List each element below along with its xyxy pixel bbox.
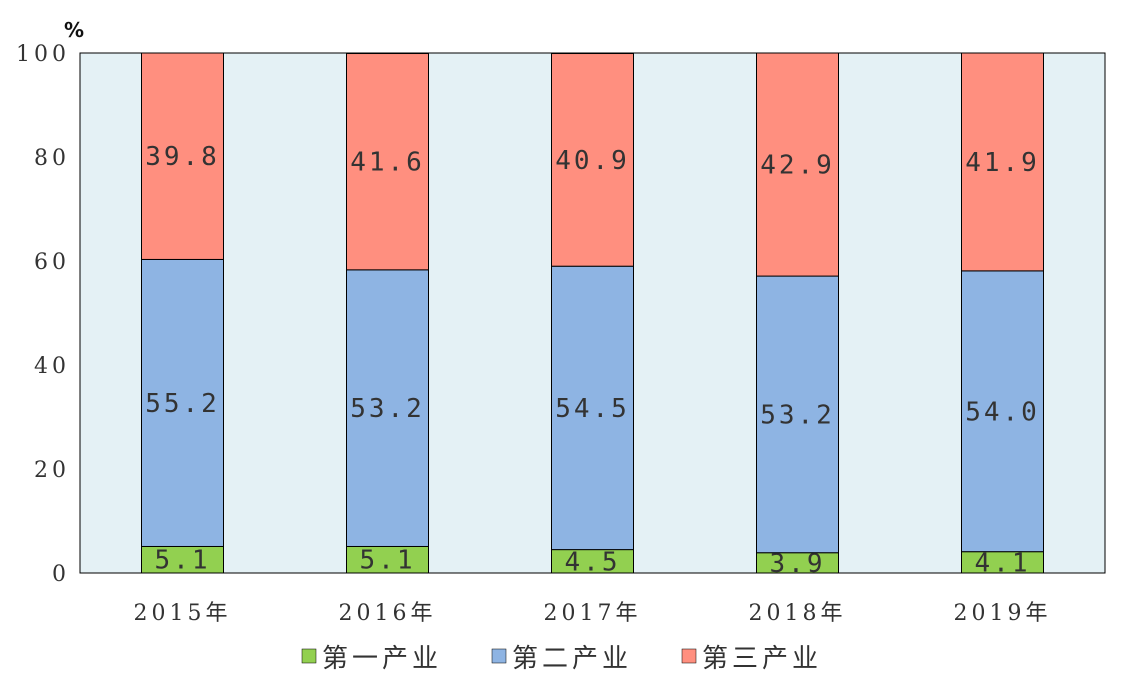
legend-label: 第三产业 — [702, 644, 822, 674]
bar-segment-tertiary — [346, 53, 429, 271]
bar-segment-tertiary — [756, 52, 839, 277]
data-label: 3.9 — [770, 549, 826, 579]
bar-segment-secondary — [346, 269, 429, 547]
bar-segment-tertiary — [551, 53, 634, 267]
x-tick-label: 2019年 — [954, 601, 1052, 626]
data-label: 54.0 — [965, 397, 1040, 427]
data-label: 5.1 — [360, 546, 416, 576]
y-tick-label: 40 — [34, 354, 70, 379]
data-label: 40.9 — [555, 146, 630, 176]
data-label: 54.5 — [555, 394, 630, 424]
x-tick-label: 2018年 — [749, 601, 847, 626]
data-label: 41.9 — [965, 148, 1040, 178]
legend-label: 第一产业 — [322, 644, 442, 674]
data-label: 55.2 — [145, 389, 220, 419]
x-tick-label: 2017年 — [544, 601, 642, 626]
x-tick-label: 2016年 — [339, 601, 437, 626]
bars: 5.1 55.2 39.8 5.1 53.2 41.6 4.5 54.5 40.9 3.9 53.2… — [141, 52, 1044, 579]
data-label: 39.8 — [145, 142, 220, 172]
data-label: 4.5 — [565, 547, 621, 577]
y-tick-label: 20 — [34, 458, 70, 483]
data-label: 41.6 — [350, 148, 425, 178]
legend-swatch — [681, 648, 697, 664]
unit-label: % — [64, 18, 84, 42]
y-tick-label: 60 — [34, 250, 70, 275]
x-tick-label: 2015年 — [134, 601, 232, 626]
data-label: 42.9 — [760, 151, 835, 181]
legend-label: 第二产业 — [512, 644, 632, 674]
y-tick-label: 0 — [52, 562, 70, 587]
data-label: 4.1 — [975, 548, 1031, 578]
bar-segment-secondary — [961, 270, 1044, 553]
bar-segment-tertiary — [961, 52, 1044, 272]
bar-segment-secondary — [756, 275, 839, 554]
x-axis: 2015年 2016年 2017年 2018年 2019年 — [134, 601, 1052, 626]
y-tick-label: 80 — [34, 146, 70, 171]
legend-swatch — [491, 648, 507, 664]
legend-swatch — [301, 648, 317, 664]
y-tick-label: 100 — [16, 42, 70, 67]
data-label: 5.1 — [155, 546, 211, 576]
bar-segment-primary — [141, 545, 224, 574]
bar-segment-secondary — [551, 265, 634, 551]
bar-segment-secondary — [141, 258, 224, 547]
data-label: 53.2 — [350, 394, 425, 424]
bar-segment-tertiary — [141, 52, 224, 260]
legend: 第一产业 第二产业 第三产业 — [301, 644, 822, 674]
data-label: 53.2 — [760, 400, 835, 430]
y-axis: 0 20 40 60 80 100 — [16, 42, 70, 587]
